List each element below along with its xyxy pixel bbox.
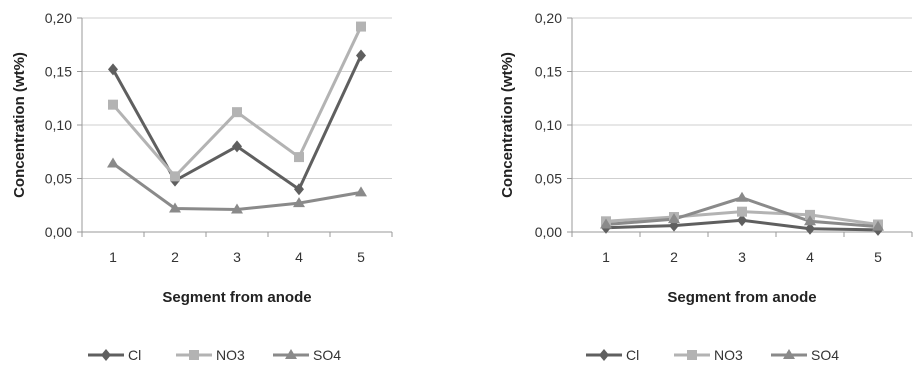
x-tick-label: 1 — [602, 249, 610, 265]
legend-label: Cl — [128, 347, 141, 363]
data-point-so4 — [355, 186, 367, 197]
y-tick-label: 0,05 — [45, 171, 72, 187]
x-tick-label: 4 — [295, 249, 303, 265]
chart-panel-2: 0,00 0,05 0,10 0,15 0,20 1 2 3 4 5 Segment from an… — [499, 10, 913, 363]
data-point-so4 — [293, 197, 305, 208]
data-point-so4 — [736, 191, 748, 202]
data-point-so4 — [872, 220, 884, 231]
y-axis-title: Concentration (wt%) — [499, 52, 516, 198]
y-tick-label: 0,05 — [535, 171, 562, 187]
x-tick-label: 5 — [357, 249, 365, 265]
series-line-so4 — [112, 162, 362, 212]
data-point-so4 — [169, 202, 181, 213]
data-point-so4 — [600, 218, 612, 229]
series-line-no3 — [111, 25, 363, 179]
data-point-no3 — [170, 171, 180, 182]
data-point-so4 — [107, 157, 119, 168]
legend-item-so4: SO4 — [273, 347, 341, 363]
legend-label: SO4 — [313, 347, 341, 363]
y-tick-label: 0,00 — [45, 224, 72, 240]
legend-item-cl: Cl — [88, 347, 141, 363]
data-point-so4 — [804, 215, 816, 226]
data-point-cl — [356, 49, 366, 62]
y-tick-label: 0,15 — [535, 64, 562, 80]
legend-marker — [687, 350, 697, 360]
legend-marker — [783, 349, 795, 359]
x-axis-title: Segment from anode — [162, 289, 311, 306]
x-tick-label: 3 — [233, 249, 241, 265]
data-point-no3 — [356, 21, 366, 32]
x-tick-label: 3 — [738, 249, 746, 265]
legend-item-no3: NO3 — [674, 347, 743, 363]
series-line-cl — [111, 54, 363, 192]
legend-marker — [189, 350, 199, 360]
legend-marker — [101, 349, 111, 361]
legend-marker — [285, 349, 297, 359]
data-point-no3 — [232, 107, 242, 118]
y-tick-label: 0,15 — [45, 64, 72, 80]
y-tick-label: 0,10 — [45, 117, 72, 133]
y-tick-label: 0,10 — [535, 117, 562, 133]
y-tick-label: 0,20 — [535, 10, 562, 26]
data-point-so4 — [668, 213, 680, 224]
y-tick-label: 0,20 — [45, 10, 72, 26]
data-point-no3 — [108, 99, 118, 110]
legend-label: Cl — [626, 347, 639, 363]
data-point-cl — [108, 63, 118, 76]
legend-marker — [599, 349, 609, 361]
legend-item-so4: SO4 — [771, 347, 839, 363]
legend-item-cl: Cl — [586, 347, 639, 363]
y-axis-title: Concentration (wt%) — [11, 52, 28, 198]
data-point-cl — [232, 140, 242, 153]
x-tick-label: 1 — [109, 249, 117, 265]
data-point-no3 — [805, 209, 815, 220]
y-tick-label: 0,00 — [535, 224, 562, 240]
chart-panel-1: 0,00 0,05 0,10 0,15 0,20 1 2 3 4 5 Segment from an… — [11, 10, 393, 363]
legend-label: SO4 — [811, 347, 839, 363]
data-point-no3 — [737, 206, 747, 217]
x-axis-title: Segment from anode — [667, 289, 816, 306]
legend-item-no3: NO3 — [176, 347, 245, 363]
x-tick-label: 2 — [171, 249, 179, 265]
data-point-so4 — [231, 203, 243, 214]
legend-label: NO3 — [216, 347, 245, 363]
data-point-cl — [737, 214, 747, 227]
x-tick-label: 5 — [874, 249, 882, 265]
x-tick-label: 4 — [806, 249, 814, 265]
data-point-cl — [294, 183, 304, 196]
data-point-no3 — [294, 152, 304, 163]
legend-label: NO3 — [714, 347, 743, 363]
data-point-cl — [805, 222, 815, 235]
x-tick-label: 2 — [670, 249, 678, 265]
